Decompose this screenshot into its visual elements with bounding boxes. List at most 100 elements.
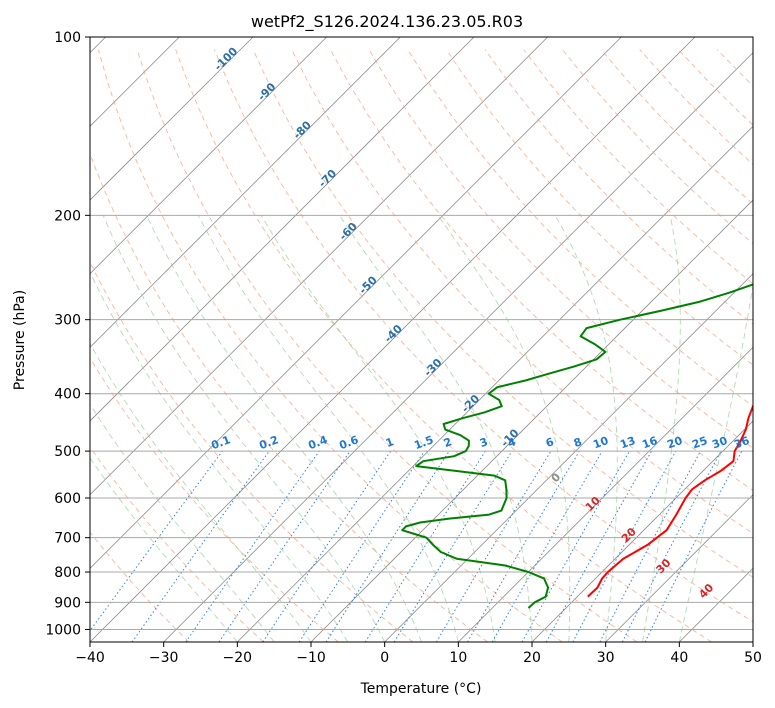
dry-adiabat-label: -70 xyxy=(316,167,339,190)
moist-adiabat-line xyxy=(339,215,533,642)
dry-adiabat-label: -80 xyxy=(291,118,314,141)
y-tick-label: 500 xyxy=(54,444,81,460)
y-tick-label: 800 xyxy=(54,565,81,581)
isotherm-line xyxy=(458,346,753,642)
x-tick-label: 20 xyxy=(523,650,541,666)
line-labels: -100-90-80-70-60-50-40-30-20-10010203040… xyxy=(209,44,751,601)
y-tick-label: 1000 xyxy=(45,622,81,638)
mixing-ratio-line xyxy=(572,450,677,642)
x-tick-label: −20 xyxy=(223,650,253,666)
dry-adiabat-line xyxy=(90,446,264,642)
isotherm-line xyxy=(752,641,753,642)
mixing-ratio-label: 0.6 xyxy=(337,433,360,452)
dry-adiabat-label: -20 xyxy=(459,392,482,415)
x-tick-label: 30 xyxy=(597,650,615,666)
chart-title: wetPf2_S126.2024.136.23.05.R03 xyxy=(251,12,523,32)
dry-adiabat-line xyxy=(252,49,753,578)
y-axis-ticks: 100 200 300 400 500 600 700 800 900 1000 xyxy=(45,30,90,638)
dry-adiabat-line xyxy=(678,49,753,126)
mixing-ratio-label: 20 xyxy=(665,434,684,452)
mixing-ratio-line xyxy=(393,450,513,642)
x-axis-label: Temperature (°C) xyxy=(360,681,482,697)
dry-adiabat-label: -90 xyxy=(255,80,278,103)
y-tick-label: 700 xyxy=(54,531,81,547)
mixing-ratio-line xyxy=(435,450,552,642)
mixing-ratio-label: 8 xyxy=(572,435,584,450)
dry-adiabat-line xyxy=(175,49,712,642)
y-tick-label: 900 xyxy=(54,595,81,611)
mixing-ratio-label: 1.5 xyxy=(412,433,435,452)
dry-adiabat-line xyxy=(291,49,753,535)
moist-adiabat-line xyxy=(678,282,753,642)
isotherm-line xyxy=(605,494,753,642)
x-tick-label: −40 xyxy=(75,650,105,666)
mixing-ratio-label: 2 xyxy=(442,435,454,450)
mixing-ratio-line xyxy=(90,450,223,632)
x-tick-label: 0 xyxy=(380,650,389,666)
x-tick-label: 10 xyxy=(449,650,467,666)
mixing-ratio-line xyxy=(298,450,425,642)
moist-adiabat-line xyxy=(90,457,238,642)
mixing-ratio-line xyxy=(599,450,701,642)
dry-adiabat-label: -60 xyxy=(337,220,360,243)
isotherm-line xyxy=(310,199,753,642)
mixing-ratio-label: 0.2 xyxy=(257,433,280,452)
temperature-profile-line xyxy=(587,404,753,598)
isotherm-line xyxy=(679,567,753,642)
background-lines xyxy=(90,37,753,642)
isotherm-line xyxy=(90,37,548,496)
moist-adiabat-label: 20 xyxy=(619,525,639,545)
mixing-ratio-label: 6 xyxy=(544,435,556,450)
isotherm-line xyxy=(531,420,753,642)
y-tick-label: 200 xyxy=(54,208,81,224)
dry-adiabat-line xyxy=(97,49,563,642)
moist-adiabat-line xyxy=(102,215,386,642)
mixing-ratio-label: 3 xyxy=(478,435,490,450)
mixing-ratio-label: 36 xyxy=(732,434,751,452)
moist-adiabat-label: 40 xyxy=(696,581,716,601)
mixing-ratio-label: 10 xyxy=(591,434,610,452)
isotherm-line xyxy=(90,37,622,569)
mixing-ratio-line xyxy=(185,450,320,642)
mixing-ratio-line xyxy=(644,450,743,642)
plot-frame xyxy=(89,36,754,643)
dry-adiabat-line xyxy=(368,49,753,449)
moist-adiabat-line xyxy=(90,342,312,642)
x-tick-label: −30 xyxy=(149,650,179,666)
isotherm-line xyxy=(163,52,753,642)
y-tick-label: 300 xyxy=(54,313,81,329)
mixing-ratio-line xyxy=(218,450,351,642)
y-axis-label: Pressure (hPa) xyxy=(12,290,28,390)
mixing-ratio-line xyxy=(364,450,486,642)
moist-adiabat-line xyxy=(197,215,459,642)
mixing-ratio-label: 4 xyxy=(506,435,518,450)
mixing-ratio-line xyxy=(325,450,450,642)
isotherm-line xyxy=(90,37,327,275)
dry-adiabat-line xyxy=(213,49,753,623)
y-tick-label: 100 xyxy=(54,30,81,46)
isotherm-line xyxy=(90,37,401,348)
pressure-gridlines xyxy=(90,37,753,630)
mixing-ratio-label: 25 xyxy=(690,434,709,451)
mixing-ratio-label: 16 xyxy=(640,434,659,452)
dewpoint-profile-line xyxy=(401,283,753,609)
moist-adiabat-line xyxy=(554,215,618,642)
mixing-ratio-label: 13 xyxy=(618,434,637,451)
moist-adiabat-label: 0 xyxy=(549,470,564,485)
dry-adiabat-line xyxy=(90,152,488,642)
y-tick-label: 400 xyxy=(54,387,81,403)
mixing-ratio-line xyxy=(262,450,392,642)
dry-adiabat-line xyxy=(484,49,753,325)
moist-adiabat-line xyxy=(146,215,422,642)
mixing-ratio-label: 1 xyxy=(384,435,396,450)
isotherm-line xyxy=(384,273,753,642)
moist-adiabat-line xyxy=(260,215,496,642)
mixing-ratio-line xyxy=(131,450,270,642)
dry-adiabat-line xyxy=(136,49,638,642)
dry-adiabat-line xyxy=(90,531,190,642)
dry-adiabat-line xyxy=(639,49,753,165)
sounding-series xyxy=(401,283,753,609)
moist-adiabat-line xyxy=(90,403,275,642)
dry-adiabat-label: -100 xyxy=(212,44,241,73)
